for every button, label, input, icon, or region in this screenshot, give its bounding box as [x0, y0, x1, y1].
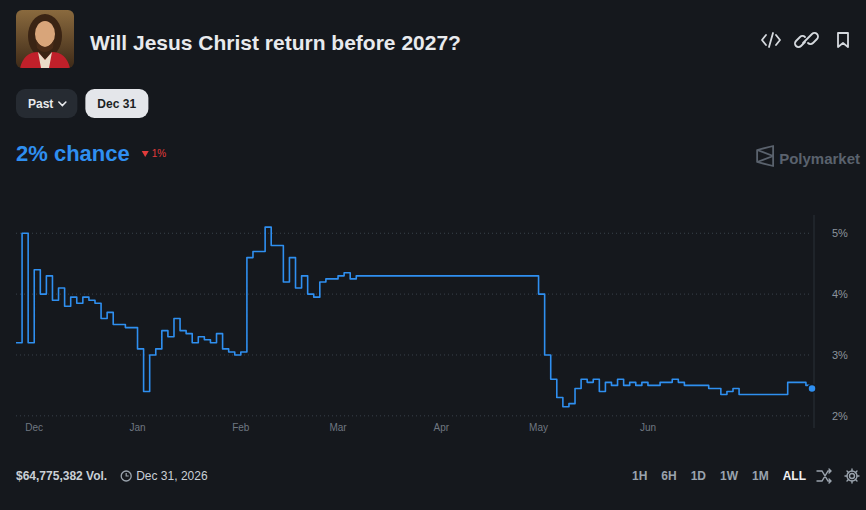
link-icon[interactable] [795, 33, 818, 47]
y-tick-label: 2% [832, 410, 848, 422]
gear-icon[interactable] [845, 469, 859, 483]
grid-line [16, 415, 812, 416]
y-tick-label: 4% [832, 288, 848, 300]
gear-icon-ring[interactable] [847, 471, 857, 481]
title: Will Jesus Christ return before 2027? [90, 31, 461, 54]
toolbar-icons [762, 33, 848, 47]
x-tick-label: Jun [640, 422, 656, 433]
headline: 2% chance [16, 141, 130, 166]
x-tick-label: Feb [232, 422, 250, 433]
range-button[interactable]: 1W [720, 469, 739, 483]
button-bg[interactable] [16, 89, 77, 118]
icon-beard [36, 40, 54, 52]
x-tick-label: Mar [329, 422, 347, 433]
change: 1% [152, 148, 167, 159]
icon-robe [20, 52, 70, 68]
y-tick-label: 3% [832, 349, 848, 361]
data-layer [16, 227, 816, 407]
icon-bg [16, 10, 74, 68]
volume: $64,775,382 Vol. [16, 469, 107, 483]
filter-button[interactable]: Past [16, 89, 77, 118]
button-label[interactable]: Past [28, 97, 53, 111]
range-button[interactable]: 1H [632, 469, 647, 483]
range-button[interactable]: 1D [691, 469, 707, 483]
range-button[interactable]: ALL [783, 469, 806, 483]
x-tick-label: May [529, 422, 548, 433]
change-arrow [142, 151, 149, 157]
page: Will Jesus Christ return before 2027? Pas… [0, 0, 866, 510]
icon-hair [28, 14, 62, 58]
end-dot [808, 384, 816, 392]
button-bg[interactable] [85, 89, 148, 118]
watermark: Polymarket [779, 150, 860, 167]
shuffle-icon[interactable] [817, 469, 831, 483]
x-tick-label: Dec [25, 422, 43, 433]
bookmark-icon[interactable] [838, 33, 848, 47]
footer-icons [817, 469, 859, 483]
button-label[interactable]: Dec 31 [97, 97, 136, 111]
x-tick-label: Apr [434, 422, 450, 433]
y-tick-label: 5% [832, 227, 848, 239]
market-icon [16, 10, 74, 68]
clock-icon [121, 471, 131, 481]
watermark-logo [757, 146, 773, 166]
grid-line [16, 233, 812, 234]
price-line [16, 227, 812, 407]
chevron [59, 102, 66, 106]
clock-hands [126, 473, 129, 476]
filter-button[interactable]: Dec 31 [85, 89, 148, 118]
grid-line [16, 294, 812, 295]
range-button[interactable]: 1M [752, 469, 769, 483]
end-date: Dec 31, 2026 [136, 469, 208, 483]
grid [16, 233, 812, 416]
grid-line [16, 354, 812, 355]
x-tick-label: Jan [129, 422, 145, 433]
icon-art [16, 10, 74, 68]
y-axis-line [814, 215, 815, 428]
range-button[interactable]: 6H [661, 469, 676, 483]
gear-icon-center[interactable] [850, 474, 855, 479]
embed-icon[interactable] [762, 33, 780, 47]
icon-tunic [38, 52, 52, 68]
